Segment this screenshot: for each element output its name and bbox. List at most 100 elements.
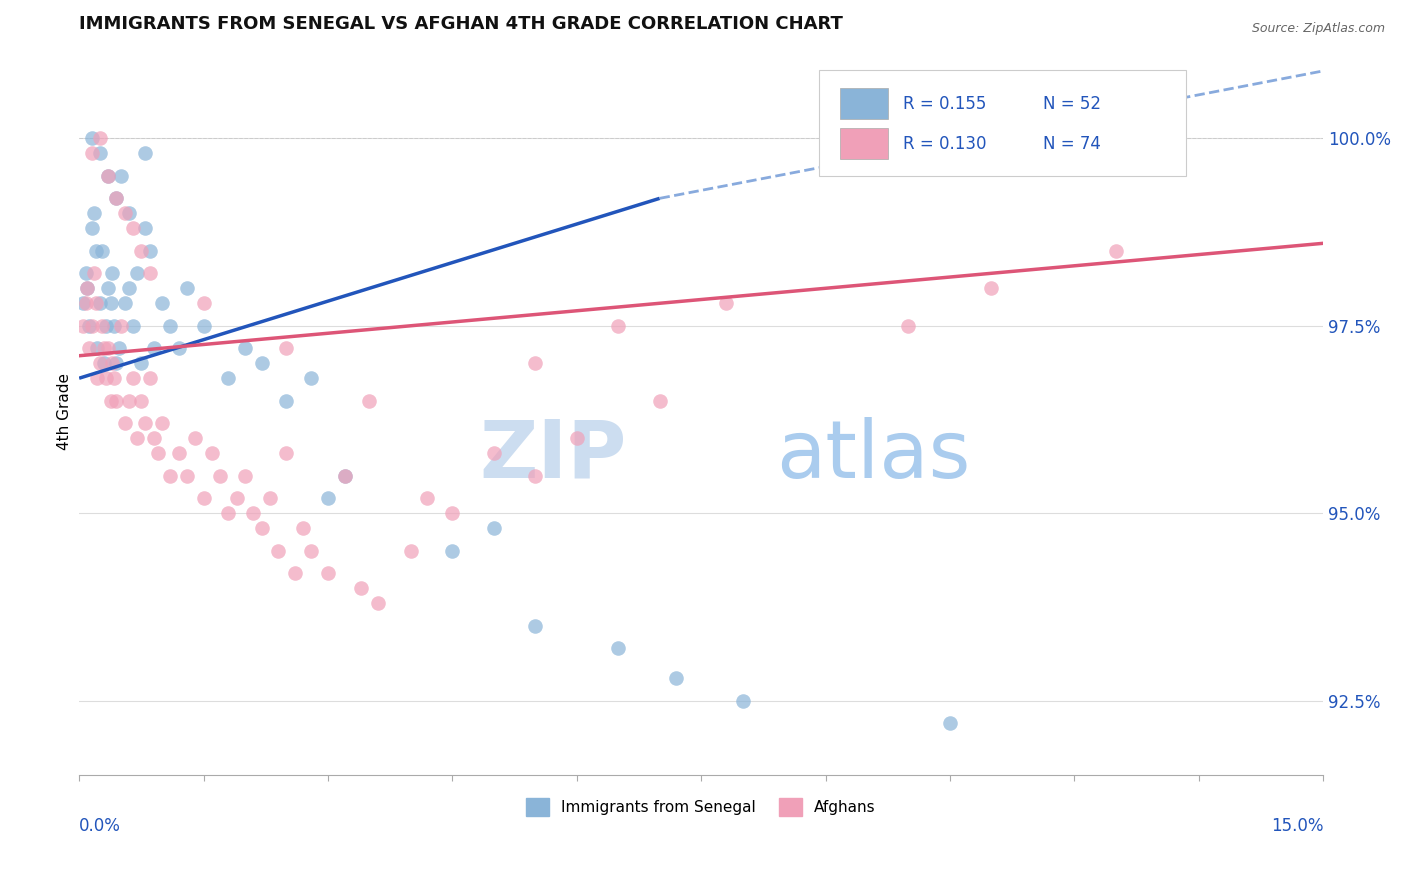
Point	[176, 468, 198, 483]
Point	[105, 191, 128, 205]
Legend: Immigrants from Senegal, Afghans: Immigrants from Senegal, Afghans	[520, 791, 882, 822]
Point	[138, 244, 160, 258]
Point	[84, 244, 107, 258]
Point	[316, 566, 339, 580]
Point	[225, 491, 247, 505]
Point	[93, 356, 115, 370]
Point	[77, 318, 100, 333]
Point	[75, 296, 97, 310]
Point	[114, 416, 136, 430]
Point	[134, 146, 156, 161]
Point	[80, 221, 103, 235]
Point	[201, 446, 224, 460]
Point	[89, 356, 111, 370]
Y-axis label: 4th Grade: 4th Grade	[58, 374, 72, 450]
Point	[76, 281, 98, 295]
Point	[97, 281, 120, 295]
Point	[284, 566, 307, 580]
Point	[250, 356, 273, 370]
Point	[105, 356, 128, 370]
Point	[105, 393, 128, 408]
Text: N = 52: N = 52	[1043, 95, 1101, 112]
Point	[103, 371, 125, 385]
Point	[167, 341, 190, 355]
Point	[97, 169, 120, 183]
Point	[138, 371, 160, 385]
Point	[118, 206, 141, 220]
Point	[97, 341, 120, 355]
Point	[267, 543, 290, 558]
Point	[939, 716, 962, 731]
Point	[134, 416, 156, 430]
Point	[108, 341, 131, 355]
Point	[100, 393, 122, 408]
Point	[118, 281, 141, 295]
Point	[127, 431, 149, 445]
Bar	[841, 88, 887, 119]
Point	[441, 506, 464, 520]
Point	[127, 266, 149, 280]
Point	[110, 318, 132, 333]
Point	[103, 318, 125, 333]
Point	[110, 169, 132, 183]
Text: N = 74: N = 74	[1043, 135, 1101, 153]
Point	[80, 318, 103, 333]
Point	[299, 371, 322, 385]
Point	[333, 468, 356, 483]
Point	[131, 244, 153, 258]
Point	[217, 506, 239, 520]
Point	[980, 281, 1002, 295]
Point	[118, 393, 141, 408]
Point	[77, 341, 100, 355]
Point	[131, 356, 153, 370]
Point	[80, 131, 103, 145]
Point	[524, 356, 547, 370]
Point	[259, 491, 281, 505]
Point	[89, 296, 111, 310]
Point	[316, 491, 339, 505]
Point	[276, 446, 298, 460]
Text: atlas: atlas	[776, 417, 970, 494]
Point	[138, 266, 160, 280]
Point	[86, 371, 108, 385]
Point	[97, 169, 120, 183]
Point	[83, 266, 105, 280]
Point	[83, 206, 105, 220]
Point	[76, 281, 98, 295]
Point	[159, 468, 181, 483]
Point	[333, 468, 356, 483]
Point	[367, 596, 389, 610]
Point	[122, 221, 145, 235]
Point	[233, 468, 256, 483]
Point	[482, 446, 505, 460]
Point	[114, 296, 136, 310]
Point	[193, 318, 215, 333]
Point	[72, 318, 94, 333]
Point	[122, 318, 145, 333]
Point	[897, 318, 920, 333]
Point	[142, 431, 165, 445]
FancyBboxPatch shape	[820, 70, 1187, 176]
Point	[524, 468, 547, 483]
Point	[350, 581, 373, 595]
Point	[193, 491, 215, 505]
Point	[159, 318, 181, 333]
Point	[122, 371, 145, 385]
Point	[150, 416, 173, 430]
Point	[607, 641, 630, 656]
Text: R = 0.155: R = 0.155	[903, 95, 986, 112]
Text: ZIP: ZIP	[479, 417, 627, 494]
Point	[100, 296, 122, 310]
Point	[607, 318, 630, 333]
Point	[89, 131, 111, 145]
Point	[565, 431, 588, 445]
Point	[72, 296, 94, 310]
Point	[276, 341, 298, 355]
Point	[94, 318, 117, 333]
Point	[714, 296, 737, 310]
Point	[209, 468, 232, 483]
Point	[93, 341, 115, 355]
Point	[80, 146, 103, 161]
Point	[441, 543, 464, 558]
Point	[142, 341, 165, 355]
